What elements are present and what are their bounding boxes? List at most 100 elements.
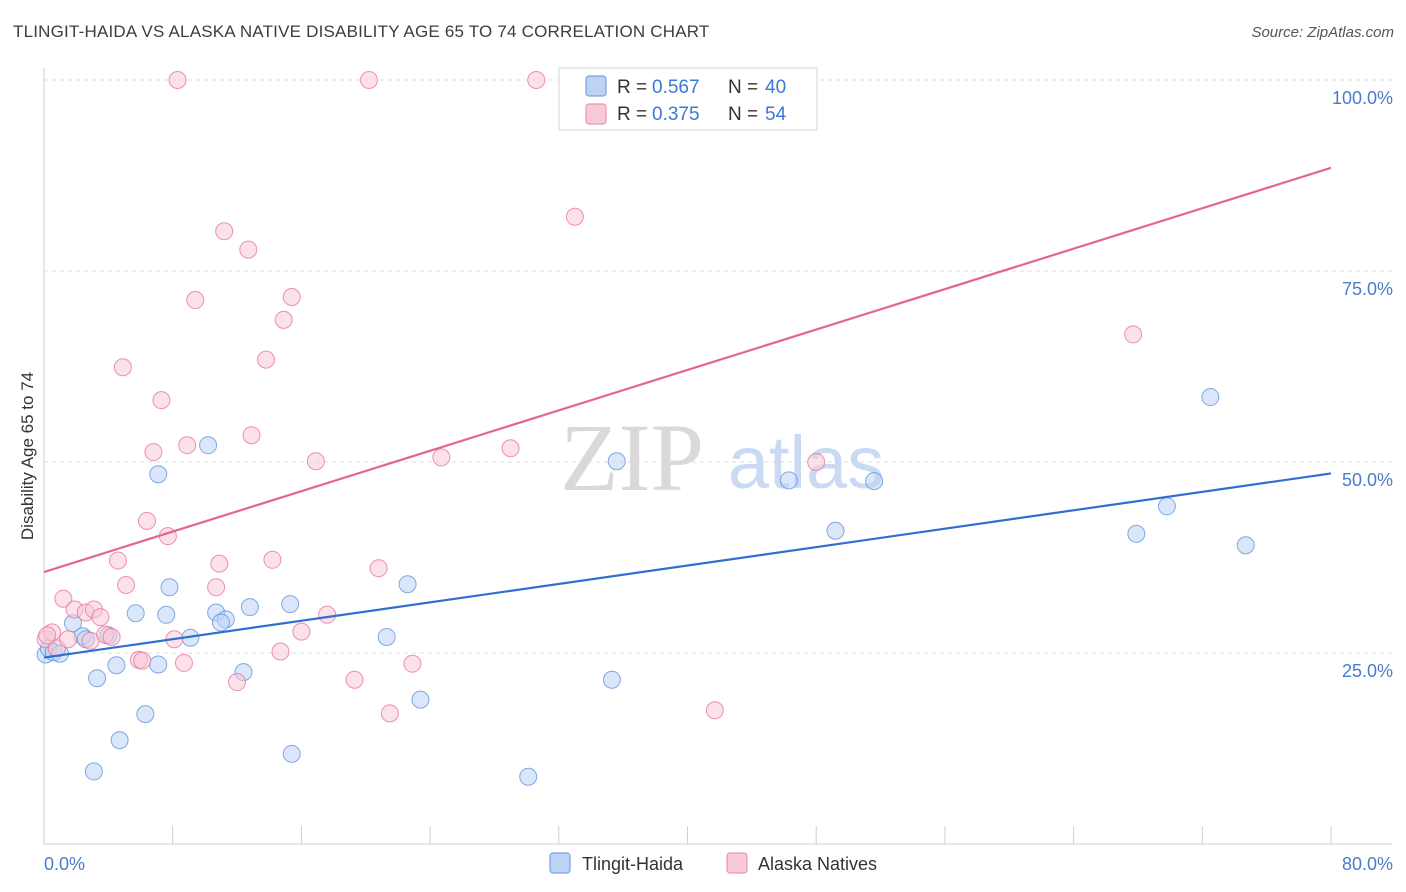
point-alaska-natives-36 [282, 287, 301, 306]
point-tlingit-haida-11 [110, 731, 129, 750]
point-alaska-natives-35 [274, 310, 293, 329]
point-alaska-natives-26 [207, 578, 226, 597]
legend-n-value-0: 40 [765, 77, 786, 98]
trend-line-alaska-natives [43, 166, 1332, 574]
point-alaska-natives-31 [242, 426, 261, 445]
point-alaska-natives-44 [403, 654, 422, 673]
point-alaska-natives-9 [91, 608, 110, 627]
point-alaska-natives-47 [527, 71, 546, 89]
point-alaska-natives-53 [38, 626, 57, 645]
point-alaska-natives-32 [257, 350, 276, 369]
point-tlingit-haida-17 [149, 465, 168, 484]
point-tlingit-haida-32 [607, 452, 626, 471]
point-alaska-natives-12 [109, 551, 128, 570]
point-alaska-natives-11 [102, 627, 121, 646]
point-tlingit-haida-10 [126, 604, 145, 623]
point-tlingit-haida-26 [282, 744, 301, 763]
point-tlingit-haida-37 [1157, 497, 1176, 516]
point-alaska-natives-43 [380, 704, 399, 723]
bottom-legend-swatch-alaska-natives [726, 852, 748, 874]
axes [43, 68, 1392, 845]
point-alaska-natives-25 [186, 291, 205, 310]
point-tlingit-haida-12 [136, 705, 155, 724]
point-alaska-natives-4 [59, 630, 78, 649]
point-alaska-natives-3 [54, 589, 73, 608]
watermark: ZIP atlas [560, 404, 884, 511]
legend-r-value-0: 0.567 [652, 77, 700, 98]
point-tlingit-haida-31 [602, 670, 621, 689]
point-alaska-natives-42 [369, 559, 388, 578]
point-alaska-natives-46 [501, 439, 520, 458]
chart-title: TLINGIT-HAIDA VS ALASKA NATIVE DISABILIT… [13, 22, 710, 41]
point-alaska-natives-45 [432, 448, 451, 467]
trend-line-tlingit-haida [43, 472, 1332, 659]
legend-n-label-1: N = [728, 104, 758, 125]
bottom-legend-label-alaska-natives: Alaska Natives [758, 854, 877, 874]
point-tlingit-haida-16 [160, 578, 179, 597]
gridlines [44, 79, 1392, 654]
point-alaska-natives-49 [705, 701, 724, 720]
point-alaska-natives-19 [152, 391, 171, 410]
point-tlingit-haida-25 [281, 595, 300, 614]
point-alaska-natives-37 [292, 622, 311, 641]
point-alaska-natives-48 [565, 207, 584, 226]
series-alaska-natives-points [36, 71, 1143, 723]
series-tlingit-haida-points [36, 388, 1255, 786]
y-tick-labels: 25.0% 50.0% 75.0% 100.0% [1332, 88, 1393, 681]
point-tlingit-haida-39 [1236, 536, 1255, 555]
x-tick-label-0: 0.0% [44, 854, 85, 874]
point-alaska-natives-23 [174, 653, 193, 672]
point-alaska-natives-16 [133, 651, 152, 670]
point-tlingit-haida-33 [779, 471, 798, 490]
watermark-zip: ZIP [560, 404, 704, 511]
point-tlingit-haida-24 [240, 598, 259, 617]
point-alaska-natives-24 [178, 436, 197, 455]
point-alaska-natives-18 [144, 443, 163, 462]
point-alaska-natives-17 [137, 511, 156, 530]
point-alaska-natives-27 [210, 554, 229, 573]
y-tick-label-25: 25.0% [1342, 661, 1393, 681]
point-tlingit-haida-15 [157, 605, 176, 624]
bottom-legend: Tlingit-Haida Alaska Natives [549, 852, 877, 874]
legend-r-label-1: R = [617, 104, 647, 125]
point-tlingit-haida-14 [149, 655, 168, 674]
point-alaska-natives-30 [239, 240, 258, 259]
point-alaska-natives-40 [345, 670, 364, 689]
point-alaska-natives-29 [228, 673, 247, 692]
watermark-atlas: atlas [728, 421, 884, 504]
point-alaska-natives-28 [215, 222, 234, 241]
point-tlingit-haida-30 [519, 767, 538, 786]
y-axis-label: Disability Age 65 to 74 [18, 372, 37, 540]
bottom-legend-swatch-tlingit-haida [549, 852, 571, 874]
point-alaska-natives-33 [263, 550, 282, 569]
legend-r-label-0: R = [617, 77, 647, 98]
point-tlingit-haida-19 [199, 436, 218, 455]
point-alaska-natives-22 [168, 71, 187, 89]
legend-n-label-0: N = [728, 77, 758, 98]
point-alaska-natives-34 [271, 642, 290, 661]
point-tlingit-haida-22 [211, 613, 230, 632]
chart-source: Source: ZipAtlas.com [1251, 24, 1394, 41]
point-tlingit-haida-8 [88, 669, 107, 688]
y-tick-label-75: 75.0% [1342, 279, 1393, 299]
legend-r-value-1: 0.375 [652, 104, 700, 125]
point-tlingit-haida-34 [826, 521, 845, 540]
point-alaska-natives-41 [359, 71, 378, 89]
point-alaska-natives-52 [1124, 325, 1143, 344]
point-alaska-natives-13 [113, 358, 132, 377]
point-alaska-natives-38 [306, 452, 325, 471]
point-alaska-natives-14 [117, 576, 136, 595]
x-tick-labels: 0.0% 80.0% [44, 854, 1393, 874]
y-tick-label-50: 50.0% [1342, 470, 1393, 490]
point-tlingit-haida-38 [1201, 388, 1220, 407]
legend: R = 0.567 N = 40 R = 0.375 N = 54 [558, 67, 818, 131]
trend-lines [43, 166, 1332, 659]
point-tlingit-haida-13 [84, 762, 103, 781]
point-tlingit-haida-36 [1127, 524, 1146, 543]
point-tlingit-haida-27 [377, 627, 396, 646]
point-tlingit-haida-9 [107, 656, 126, 675]
legend-n-value-1: 54 [765, 104, 787, 125]
y-tick-label-100: 100.0% [1332, 88, 1393, 108]
point-tlingit-haida-28 [398, 575, 417, 594]
